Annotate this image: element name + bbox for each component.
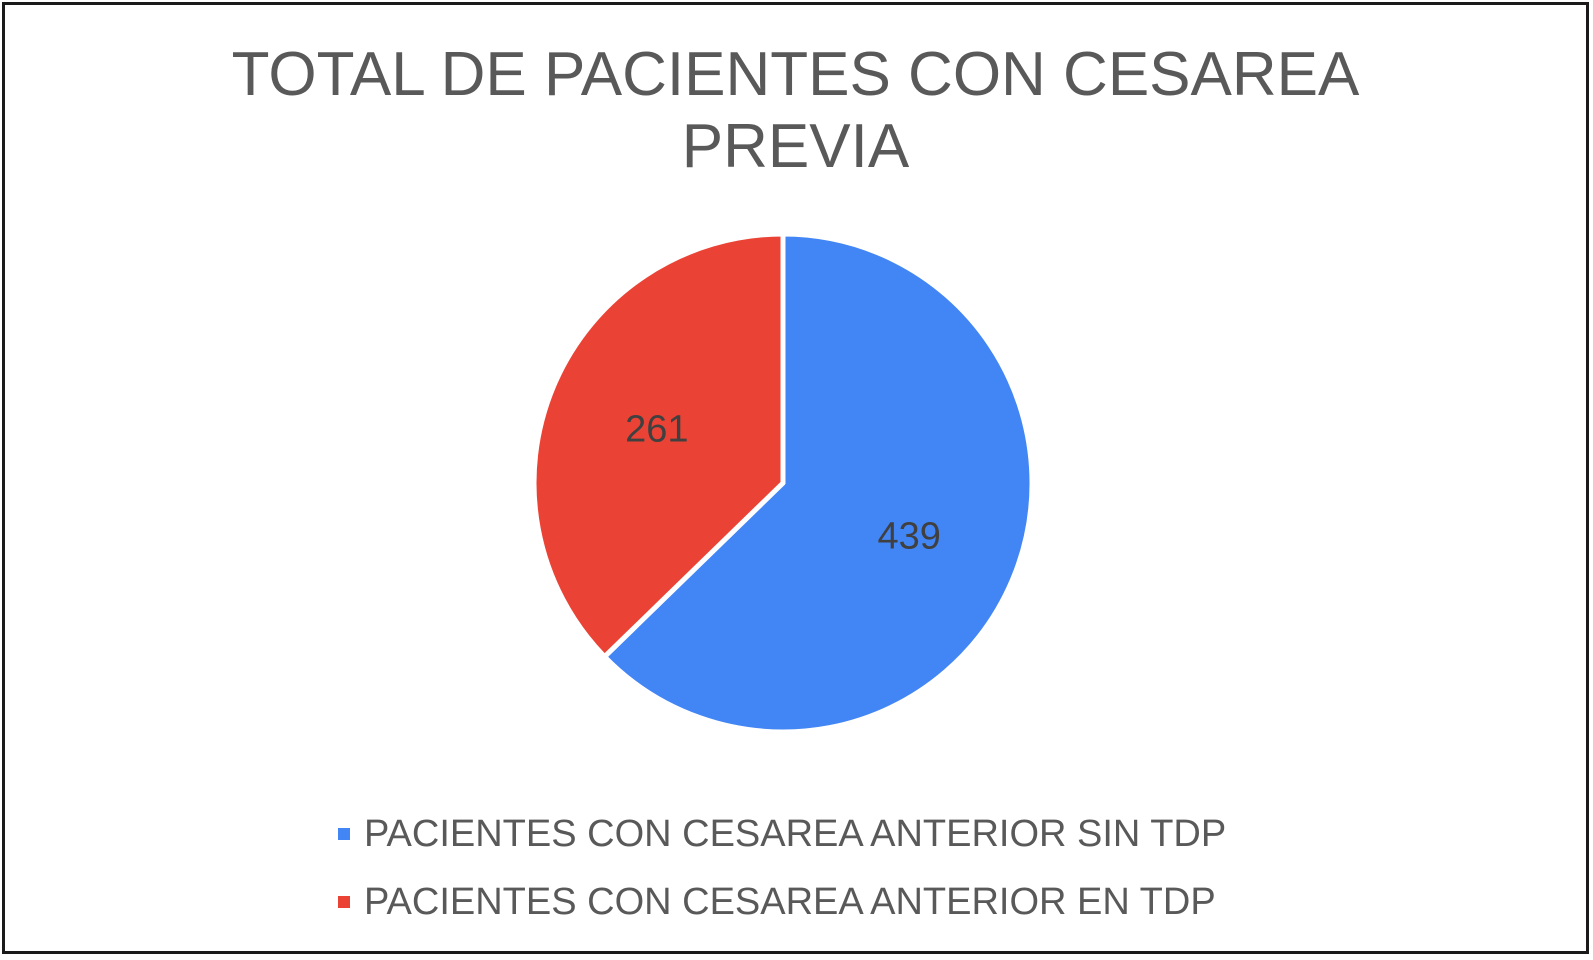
data-label-sin-tdp: 439: [877, 515, 940, 557]
chart-legend: PACIENTES CON CESAREA ANTERIOR SIN TDP P…: [338, 800, 1226, 936]
legend-label-en-tdp: PACIENTES CON CESAREA ANTERIOR EN TDP: [364, 880, 1216, 923]
pie-slice-en-tdp: [531, 231, 786, 660]
chart-title-line-2: PREVIA: [681, 112, 910, 181]
legend-item-sin-tdp: PACIENTES CON CESAREA ANTERIOR SIN TDP: [338, 800, 1226, 868]
legend-item-en-tdp: PACIENTES CON CESAREA ANTERIOR EN TDP: [338, 868, 1226, 936]
pie-chart: 439 261: [531, 231, 1035, 735]
chart-title: TOTAL DE PACIENTES CON CESAREA PREVIA: [5, 39, 1586, 183]
legend-swatch-en-tdp: [338, 896, 350, 908]
legend-label-sin-tdp: PACIENTES CON CESAREA ANTERIOR SIN TDP: [364, 812, 1227, 855]
pie-slice-sin-tdp: [602, 231, 1035, 735]
legend-swatch-sin-tdp: [338, 828, 350, 840]
data-label-en-tdp: 261: [625, 409, 688, 451]
chart-title-line-1: TOTAL DE PACIENTES CON CESAREA: [231, 40, 1360, 109]
